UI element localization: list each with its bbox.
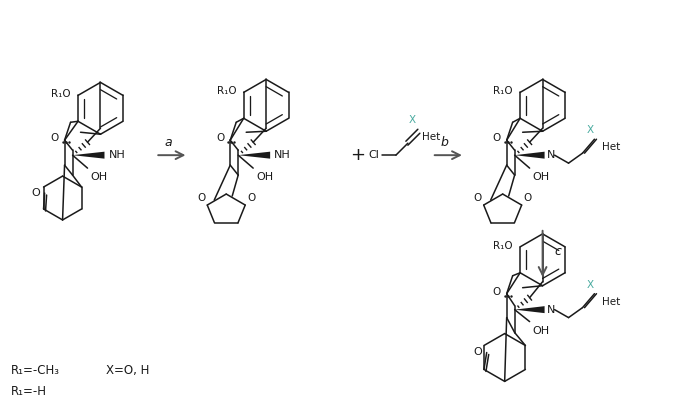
Text: O: O <box>524 193 532 203</box>
Text: a: a <box>165 136 172 149</box>
Text: O: O <box>492 133 501 143</box>
Text: O: O <box>492 287 501 297</box>
Text: R₁=-CH₃: R₁=-CH₃ <box>11 364 60 377</box>
Text: Het: Het <box>603 142 620 152</box>
Text: NH: NH <box>109 150 125 160</box>
Text: O: O <box>473 348 482 357</box>
Text: Het: Het <box>603 297 620 307</box>
Text: R₁O: R₁O <box>493 86 512 96</box>
Text: R₁O: R₁O <box>493 241 512 251</box>
Text: R₁O: R₁O <box>51 89 70 100</box>
Text: Cl: Cl <box>368 150 379 160</box>
Text: b: b <box>441 136 449 149</box>
Text: N: N <box>547 305 555 315</box>
Text: +: + <box>350 146 365 164</box>
Text: O: O <box>216 133 224 143</box>
Text: OH: OH <box>256 172 274 182</box>
Polygon shape <box>514 152 544 159</box>
Text: X=O, H: X=O, H <box>107 364 150 377</box>
Text: NH: NH <box>274 150 291 160</box>
Text: OH: OH <box>533 326 550 336</box>
Text: c: c <box>554 245 561 258</box>
Text: O: O <box>32 188 40 198</box>
Text: O: O <box>197 193 205 203</box>
Text: X: X <box>587 125 594 135</box>
Text: O: O <box>247 193 255 203</box>
Text: X: X <box>408 115 415 125</box>
Text: OH: OH <box>90 172 107 182</box>
Text: X: X <box>587 280 594 290</box>
Polygon shape <box>238 152 270 159</box>
Polygon shape <box>73 152 105 159</box>
Text: R₁=-H: R₁=-H <box>11 385 47 397</box>
Polygon shape <box>514 306 544 313</box>
Text: Het: Het <box>422 132 440 142</box>
Text: R₁O: R₁O <box>217 86 236 96</box>
Text: O: O <box>51 133 59 143</box>
Text: N: N <box>547 150 555 160</box>
Text: OH: OH <box>533 172 550 182</box>
Text: O: O <box>473 193 482 203</box>
